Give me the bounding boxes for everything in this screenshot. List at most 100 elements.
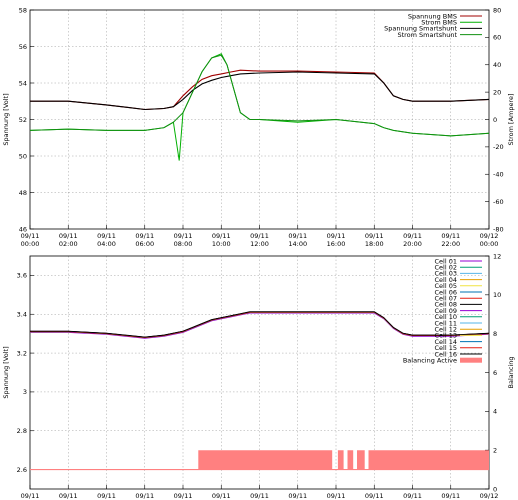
y2-tick-label: 20 [493,88,501,96]
legend-label: Balancing Active [403,357,457,365]
x-tick-date: 09/11 [250,492,269,500]
x-tick-time: 18:00 [365,240,384,248]
legend-label: Cell 12 [435,326,458,334]
x-tick-time: 12:00 [250,240,269,248]
x-tick-time: 16:00 [327,240,346,248]
x-tick-date: 09/11 [135,492,154,500]
x-tick-date: 09/11 [288,232,307,240]
series-line [30,71,490,111]
x-tick-date: 09/12 [480,232,499,240]
x-tick-date: 09/11 [288,492,307,500]
x-tick-time: 22:00 [441,240,460,248]
y2-axis-label: Strom [Ampere] [507,93,515,145]
x-tick-date: 09/11 [59,232,78,240]
y-tick-label: 56 [19,43,27,51]
x-tick-date: 09/11 [135,232,154,240]
x-tick-date: 09/11 [327,492,346,500]
x-tick-time: 20:00 [403,240,422,248]
x-tick-time: 08:00 [174,240,193,248]
legend-label: Cell 06 [435,288,458,296]
legend-label: Strom Smartshunt [397,31,457,39]
y2-tick-label: 80 [493,6,501,14]
x-tick-time: 14:00 [288,240,307,248]
y2-tick-label: 40 [493,61,501,69]
x-tick-date: 09/11 [59,492,78,500]
cell-line [30,311,490,338]
legend-label: Cell 05 [435,282,458,290]
legend-label: Cell 04 [435,276,458,284]
y2-tick-label: 0 [493,116,497,124]
y-tick-label: 54 [19,79,27,87]
legend-label: Cell 16 [435,350,458,358]
legend-label: Cell 15 [435,344,458,352]
legend-label: Cell 02 [435,264,458,272]
y-tick-label: 2.8 [17,427,27,435]
x-tick-date: 09/11 [174,232,193,240]
y-axis-label: Spannung [Volt] [2,93,10,145]
legend-label: Cell 03 [435,270,458,278]
legend-label: Cell 13 [435,332,458,340]
y2-tick-label: 6 [493,369,497,377]
y-tick-label: 2.6 [17,466,27,474]
y2-tick-label: 2 [493,446,497,454]
y-tick-label: 58 [19,6,27,14]
balancing-area [30,450,489,470]
y-tick-label: 3.6 [17,272,27,280]
y-tick-label: 48 [19,189,27,197]
y-tick-label: 46 [19,225,27,233]
x-tick-date: 09/11 [212,492,231,500]
y2-tick-label: -80 [493,225,504,233]
y2-tick-label: 4 [493,408,497,416]
x-tick-date: 09/11 [97,492,116,500]
y2-tick-label: 12 [493,252,501,260]
y2-tick-label: 0 [493,485,497,493]
x-tick-date: 09/11 [441,232,460,240]
y-tick-label: 3.2 [17,349,27,357]
y2-tick-label: -20 [493,143,504,151]
legend-label: Cell 11 [435,319,458,327]
legend-label: Spannung BMS [408,12,457,20]
y2-tick-label: -60 [493,198,504,206]
x-tick-date: 09/11 [403,232,422,240]
legend-label: Cell 10 [435,313,458,321]
legend-label: Cell 08 [435,301,458,309]
x-tick-time: 00:00 [480,240,499,248]
y-axis-label: Spannung [Volt] [2,346,10,398]
y2-tick-label: 8 [493,330,497,338]
x-tick-date: 09/11 [21,232,40,240]
legend-label: Cell 01 [435,257,458,265]
series-line [29,54,490,137]
x-tick-date: 09/11 [97,232,116,240]
x-tick-date: 09/11 [212,232,231,240]
y2-tick-label: 10 [493,291,501,299]
y-tick-label: 50 [19,152,27,160]
x-tick-date: 09/11 [327,232,346,240]
cell-line [30,312,490,339]
y-tick-label: 3 [23,388,27,396]
x-tick-date: 09/11 [365,492,384,500]
series-line [30,69,490,111]
x-tick-time: 10:00 [212,240,231,248]
y2-axis-label: Balancing [507,357,515,389]
x-tick-date: 09/11 [174,492,193,500]
y-tick-label: 52 [19,116,27,124]
legend-label: Cell 14 [435,338,458,346]
x-tick-date: 09/12 [480,492,499,500]
legend-label: Cell 07 [435,295,458,303]
y2-tick-label: -40 [493,171,504,179]
x-tick-date: 09/11 [21,492,40,500]
legend-label: Strom BMS [421,19,457,27]
bottom-chart: 2.62.833.23.43.602468101209/1100:0009/11… [2,252,515,500]
legend-label: Spannung Smartshunt [384,25,457,33]
legend-swatch [460,357,482,363]
y-tick-label: 3.4 [17,311,27,319]
x-tick-date: 09/11 [403,492,422,500]
legend-label: Cell 09 [435,307,458,315]
x-tick-time: 02:00 [59,240,78,248]
top-chart: 46 48 50 52 54 56 58 -80 -60 -40 -20 0 20 40 60 80 09/11… [2,6,515,248]
x-tick-time: 00:00 [21,240,40,248]
x-tick-time: 04:00 [97,240,116,248]
x-tick-date: 09/11 [365,232,384,240]
x-tick-time: 06:00 [135,240,154,248]
